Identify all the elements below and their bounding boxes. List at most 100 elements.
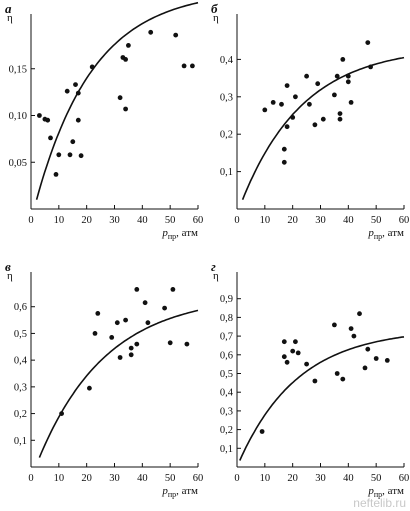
x-tick-label: 40	[137, 215, 148, 226]
data-point	[320, 116, 326, 122]
data-point	[73, 82, 78, 87]
x-tick-label: 20	[287, 215, 298, 226]
x-tick-label: 60	[399, 473, 410, 484]
x-tick-label: 20	[81, 215, 92, 226]
panel-label: г	[211, 259, 216, 274]
data-point	[162, 305, 168, 311]
x-tick-label: 0	[28, 473, 33, 484]
data-point	[125, 43, 131, 48]
data-point	[53, 172, 59, 177]
data-point	[134, 341, 140, 347]
data-point	[259, 429, 265, 434]
data-point	[184, 341, 190, 347]
y-tick-label: 0,6	[220, 350, 233, 361]
x-tick-label: 20	[81, 473, 92, 484]
data-point	[48, 135, 53, 141]
chart-panel-4: 0 10 20 30 40 50 60 0,1 0,2 0,3 0,4 0,5 0,6 0,7 0,8 0,9…	[211, 259, 409, 499]
x-tick-label: 30	[315, 215, 326, 226]
data-point	[345, 79, 351, 85]
data-point	[362, 365, 368, 371]
y-tick-label: 0,3	[220, 406, 233, 417]
x-tick-label: 30	[109, 473, 120, 484]
data-point	[123, 317, 128, 323]
data-point	[173, 32, 179, 38]
x-tick-label: 0	[234, 215, 239, 226]
x-tick-label: 60	[193, 473, 204, 484]
x-tick-label: 60	[193, 215, 204, 226]
data-point	[123, 106, 128, 112]
data-point	[284, 359, 290, 365]
data-point	[117, 95, 123, 101]
data-point	[284, 83, 290, 88]
y-tick-label: 0,3	[220, 92, 233, 103]
fit-curve	[241, 56, 405, 200]
data-point	[70, 139, 76, 145]
data-point	[190, 63, 195, 69]
data-point	[284, 124, 290, 130]
data-point	[117, 355, 123, 360]
data-point	[75, 117, 81, 123]
data-point	[128, 345, 134, 351]
data-point	[64, 88, 70, 94]
y-tick-label: 0,6	[14, 302, 27, 313]
chart-panel-1: 0 10 20 30 40 50 60 0,05 0,10 0,15 ηа pпр, атм	[5, 1, 203, 241]
data-point	[348, 326, 354, 331]
data-point	[357, 311, 362, 317]
data-point	[167, 340, 173, 346]
x-tick-label: 40	[343, 215, 354, 226]
y-tick-label: 0,7	[220, 332, 233, 343]
y-tick-label: 0,3	[14, 382, 27, 393]
data-point	[281, 159, 287, 165]
data-point	[89, 64, 95, 70]
data-point	[351, 333, 357, 339]
y-tick-label: 0,2	[220, 130, 233, 141]
data-point	[332, 92, 337, 98]
data-point	[37, 113, 42, 118]
y-tick-label: 0,2	[14, 409, 27, 420]
data-point	[109, 335, 115, 340]
fit-curve	[35, 1, 199, 200]
y-axis-label: η	[213, 270, 219, 282]
x-tick-label: 50	[371, 473, 382, 484]
x-tick-label: 20	[287, 473, 298, 484]
x-tick-label: 0	[234, 473, 239, 484]
data-point	[148, 29, 154, 35]
x-tick-label: 0	[28, 215, 33, 226]
data-point	[340, 376, 346, 382]
watermark: neftelib.ru	[353, 496, 406, 510]
data-point	[281, 146, 287, 152]
data-point	[59, 411, 64, 416]
y-tick-label: 0,1	[220, 444, 233, 455]
data-point	[170, 287, 176, 292]
panel-label: в	[5, 259, 11, 274]
data-point	[281, 354, 287, 360]
data-point	[348, 100, 354, 105]
x-tick-label: 50	[371, 215, 382, 226]
x-tick-label: 30	[109, 215, 120, 226]
x-tick-label: 60	[399, 215, 410, 226]
data-point	[368, 64, 373, 70]
y-tick-label: 0,2	[220, 425, 233, 436]
data-point	[56, 152, 62, 158]
data-point	[279, 101, 284, 107]
data-point	[373, 356, 379, 361]
data-point	[304, 361, 309, 367]
y-axis-label: η	[213, 12, 219, 24]
y-axis-label: η	[7, 270, 13, 282]
x-tick-label: 40	[343, 473, 354, 484]
data-point	[78, 153, 84, 159]
data-point	[134, 287, 140, 292]
panel-label: б	[211, 1, 218, 16]
data-point	[334, 73, 340, 79]
data-point	[384, 358, 390, 363]
y-tick-label: 0,4	[14, 356, 28, 367]
data-point	[262, 107, 268, 113]
y-tick-label: 0,5	[220, 369, 233, 380]
data-point	[92, 331, 98, 336]
x-axis-label: pпр, атм	[161, 227, 198, 241]
data-point	[332, 322, 337, 328]
data-point	[365, 346, 371, 352]
y-tick-label: 0,05	[9, 158, 27, 169]
data-point	[45, 117, 51, 123]
x-tick-label: 50	[165, 215, 176, 226]
